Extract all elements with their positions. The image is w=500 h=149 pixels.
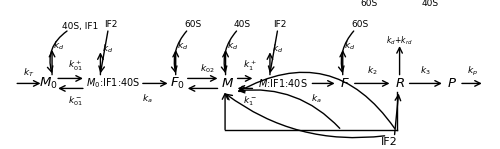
Text: $M$:IF1:40S: $M$:IF1:40S [258,77,308,89]
Text: 60S: 60S [184,20,202,29]
Text: $k_a$: $k_a$ [142,92,153,105]
Text: $M$: $M$ [221,77,234,90]
Text: $F$: $F$ [340,77,349,90]
Text: 60S: 60S [351,20,368,29]
Text: $P$: $P$ [447,77,457,90]
Text: IF2: IF2 [104,20,117,29]
Text: 40S: 40S [422,0,439,8]
Text: $M_0$:IF1:40S: $M_0$:IF1:40S [86,77,140,90]
Text: $F_0$: $F_0$ [170,76,185,91]
Text: IF2: IF2 [381,137,398,147]
Text: $k_d$: $k_d$ [102,42,114,55]
Text: $k_{01}^+$: $k_{01}^+$ [68,59,83,73]
Text: $k_d$: $k_d$ [344,40,356,52]
Text: 40S, IF1: 40S, IF1 [62,22,98,31]
Text: $k_T$: $k_T$ [23,67,34,79]
Text: IF2: IF2 [273,20,286,29]
Text: $k_a$: $k_a$ [310,92,322,105]
Text: $R$: $R$ [394,77,404,90]
Text: $M_0$: $M_0$ [38,76,58,91]
Text: $k_1^-$: $k_1^-$ [243,94,257,108]
Text: $k_d\!+\!k_{rd}$: $k_d\!+\!k_{rd}$ [386,35,413,47]
Text: 60S: 60S [360,0,378,8]
Text: $k_d$: $k_d$ [177,40,188,52]
Text: 40S: 40S [234,20,251,29]
Text: $k_d$: $k_d$ [227,40,238,52]
Text: $k_{02}$: $k_{02}$ [200,62,215,75]
Text: $k_p$: $k_p$ [468,64,478,77]
Text: $k_{01}^-$: $k_{01}^-$ [68,94,83,108]
Text: $k_1^+$: $k_1^+$ [243,59,257,73]
Text: $k_3$: $k_3$ [420,65,431,77]
Text: $k_d$: $k_d$ [54,40,64,52]
Text: $k_2$: $k_2$ [367,65,378,77]
Text: $k_d$: $k_d$ [272,42,283,55]
